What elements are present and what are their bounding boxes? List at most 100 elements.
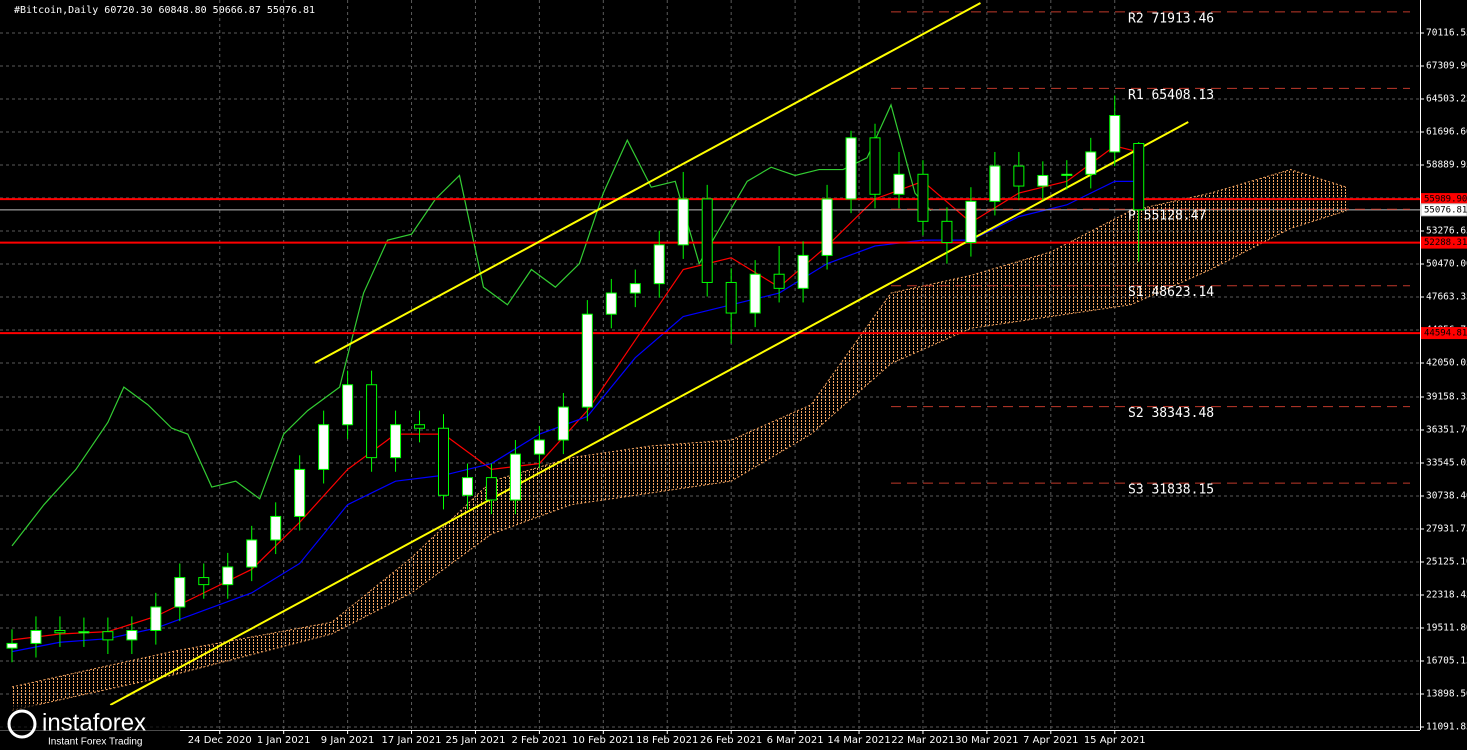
indicator-line [11, 103, 932, 547]
candle-body [1037, 174, 1049, 187]
candle-body [965, 200, 977, 243]
level-tag [1421, 236, 1467, 249]
y-tick-label: 50470.00 [1426, 258, 1467, 269]
candle-body [30, 629, 42, 644]
candle-body [557, 406, 569, 441]
channel-line [109, 121, 1189, 706]
cloud-upper [11, 169, 1347, 688]
level-label: 55989.90 [1424, 195, 1467, 205]
y-tick-label: 42050.05 [1426, 357, 1467, 368]
cloud [11, 169, 1347, 711]
candle-body [102, 631, 114, 641]
y-tick-label: 22318.45 [1426, 589, 1467, 600]
y-tick-label: 53276.65 [1426, 225, 1467, 236]
candle-body [581, 313, 593, 408]
candle-body [342, 384, 354, 426]
current-price-tag [1420, 203, 1467, 217]
candle-body [438, 427, 450, 496]
plot-area: R2 71913.46 R1 65408.13 P 55128.47 S1 48623… [0, 0, 1420, 730]
pivot-label: R2 71913.46 [1128, 11, 1214, 26]
level-tag [1421, 193, 1467, 206]
candle-body [605, 292, 617, 315]
x-tick-label: 2 Feb 2021 [511, 735, 567, 746]
x-tick-label: 14 Mar 2021 [827, 735, 890, 746]
x-tick-label: 25 Jan 2021 [445, 735, 505, 746]
candle-body [821, 198, 833, 256]
y-tick-label: 30738.40 [1426, 490, 1467, 501]
x-tick-label: 17 Jan 2021 [382, 735, 442, 746]
y-tick-label: 16705.15 [1426, 655, 1467, 666]
level-label: 52288.31 [1424, 238, 1467, 248]
candle-body [294, 468, 306, 517]
y-tick-label: 70116.55 [1426, 27, 1467, 38]
current-price-label: 55076.81 [1424, 205, 1467, 215]
candle-body [1061, 173, 1073, 176]
x-tick-label: 30 Mar 2021 [955, 735, 1018, 746]
candle-body [773, 273, 785, 289]
y-tick-label: 47663.35 [1426, 291, 1467, 302]
candle-body [485, 477, 497, 501]
candle-body [246, 539, 258, 568]
y-tick-label: 25125.10 [1426, 556, 1467, 567]
pivot-label: S2 38343.48 [1128, 406, 1214, 421]
x-tick-label: 26 Feb 2021 [700, 735, 762, 746]
y-tick-label: 13898.50 [1426, 688, 1467, 699]
y-tick-label: 36351.70 [1426, 424, 1467, 435]
candle-body [198, 577, 210, 586]
y-tick-label: 64503.25 [1426, 93, 1467, 104]
candle-body [749, 273, 761, 314]
candle-body [54, 629, 66, 634]
candle-body [6, 642, 18, 649]
x-tick-label: 7 Apr 2021 [1023, 735, 1078, 746]
x-tick-label: 9 Jan 2021 [321, 735, 375, 746]
y-tick-label: 33545.05 [1426, 457, 1467, 468]
candle-body [893, 173, 905, 195]
candle-body [725, 281, 737, 314]
candle-body [677, 198, 689, 246]
candle-body [509, 453, 521, 501]
y-tick-label: 19511.80 [1426, 622, 1467, 633]
candle-body [1133, 142, 1145, 211]
y-tick-label: 61696.60 [1426, 126, 1467, 137]
level-label: 44594.81 [1424, 329, 1467, 339]
candle-body [653, 244, 665, 285]
watermark-brand: instaforex [42, 709, 146, 736]
watermark: instaforex Instant Forex Trading [0, 705, 180, 750]
candle-body [174, 577, 186, 608]
candle-body [150, 606, 162, 631]
y-tick-label: 67309.90 [1426, 60, 1467, 71]
candle-body [270, 515, 282, 541]
candle-body [1085, 151, 1097, 175]
candle-body [797, 254, 809, 289]
candle-body [1109, 114, 1121, 153]
candle-body [941, 220, 953, 243]
x-tick-label: 15 Apr 2021 [1084, 735, 1146, 746]
chart-title: #Bitcoin,Daily 60720.30 60848.80 50666.8… [14, 5, 315, 16]
cloud-lower [11, 210, 1347, 711]
candle-body [318, 424, 330, 470]
watermark-tagline: Instant Forex Trading [48, 737, 143, 748]
channel-line [314, 2, 981, 364]
candle-body [1013, 165, 1025, 187]
candle-body [414, 424, 426, 429]
pivot-label: S3 31838.15 [1128, 483, 1214, 498]
candle-body [533, 439, 545, 455]
candle-body [78, 631, 90, 634]
candle-body [222, 566, 234, 586]
candle-body [917, 173, 929, 222]
pivot-label: R1 65408.13 [1128, 88, 1214, 103]
level-tag [1421, 327, 1467, 340]
candle-body [366, 384, 378, 459]
candle-body [126, 629, 138, 641]
x-tick-label: 18 Feb 2021 [636, 735, 698, 746]
y-tick-label: 11091.85 [1426, 721, 1467, 732]
candle-body [461, 477, 473, 496]
y-tick-label: 58889.95 [1426, 159, 1467, 170]
x-tick-label: 24 Dec 2020 [188, 735, 252, 746]
candle-body [390, 424, 402, 459]
y-tick-label: 27931.75 [1426, 523, 1467, 534]
candle-body [701, 198, 713, 283]
x-tick-label: 10 Feb 2021 [572, 735, 634, 746]
